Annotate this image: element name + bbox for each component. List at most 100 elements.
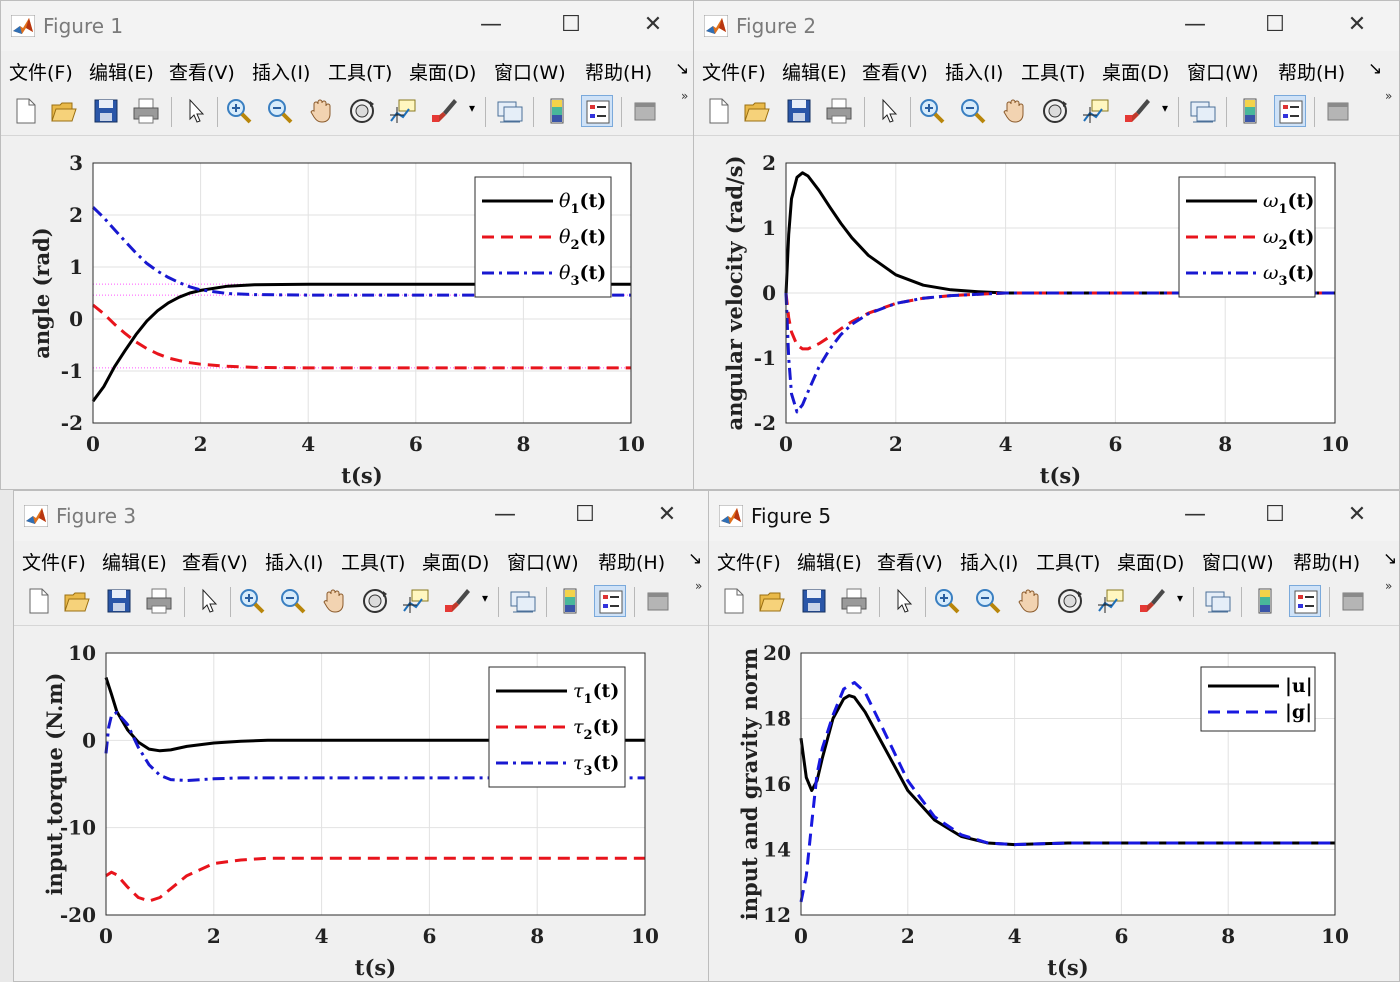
menu-item-7[interactable]: 帮助(H) bbox=[585, 62, 653, 84]
close-button[interactable]: ✕ bbox=[1347, 12, 1367, 37]
close-button[interactable]: ✕ bbox=[657, 502, 677, 527]
maximize-button[interactable]: ☐ bbox=[561, 12, 581, 37]
menu-overflow-arrow-icon[interactable]: ↘ bbox=[675, 59, 690, 79]
zoom-out-button[interactable] bbox=[264, 95, 296, 127]
new-figure-button[interactable] bbox=[22, 585, 54, 617]
series-line-3[interactable] bbox=[104, 710, 645, 782]
new-figure-button[interactable] bbox=[9, 95, 41, 127]
print-button[interactable] bbox=[130, 95, 162, 127]
pointer-button[interactable] bbox=[179, 95, 211, 127]
print-button[interactable] bbox=[838, 585, 870, 617]
toolbar-overflow-icon[interactable]: » bbox=[1385, 579, 1393, 593]
menu-item-3[interactable]: 插入(I) bbox=[252, 62, 311, 84]
figure-window-5[interactable]: Figure 5 — ☐ ✕ 文件(F) 编辑(E) 查看(V) 插入(I) 工具(T) 桌面(D… bbox=[708, 490, 1400, 982]
title-bar[interactable]: Figure 1 — ☐ ✕ bbox=[1, 1, 695, 51]
menu-item-2[interactable]: 查看(V) bbox=[182, 552, 248, 574]
minimize-button[interactable]: — bbox=[1184, 502, 1206, 527]
brush-dropdown-icon[interactable]: ▾ bbox=[469, 101, 476, 115]
open-file-button[interactable] bbox=[61, 585, 93, 617]
data-cursor-button[interactable] bbox=[400, 585, 432, 617]
series-line-3[interactable] bbox=[784, 291, 1335, 414]
menu-item-3[interactable]: 插入(I) bbox=[960, 552, 1019, 574]
zoom-out-button[interactable] bbox=[957, 95, 989, 127]
zoom-in-button[interactable] bbox=[223, 95, 255, 127]
brush-button[interactable] bbox=[1137, 585, 1169, 617]
data-cursor-button[interactable] bbox=[387, 95, 419, 127]
zoom-out-button[interactable] bbox=[972, 585, 1004, 617]
menu-item-4[interactable]: 工具(T) bbox=[1021, 62, 1086, 84]
menu-item-5[interactable]: 桌面(D) bbox=[422, 552, 490, 574]
pan-hand-button[interactable] bbox=[998, 95, 1030, 127]
brush-button[interactable] bbox=[429, 95, 461, 127]
brush-button[interactable] bbox=[442, 585, 474, 617]
brush-dropdown-icon[interactable]: ▾ bbox=[1162, 101, 1169, 115]
title-bar[interactable]: Figure 5 — ☐ ✕ bbox=[709, 491, 1399, 541]
rotate-3d-button[interactable] bbox=[346, 95, 378, 127]
brush-dropdown-icon[interactable]: ▾ bbox=[1177, 591, 1184, 605]
pointer-button[interactable] bbox=[872, 95, 904, 127]
link-plot-button[interactable] bbox=[494, 95, 526, 127]
save-button[interactable] bbox=[783, 95, 815, 127]
hide-plot-tools-button[interactable] bbox=[642, 585, 674, 617]
hide-plot-tools-button[interactable] bbox=[629, 95, 661, 127]
menu-item-3[interactable]: 插入(I) bbox=[945, 62, 1004, 84]
menu-item-6[interactable]: 窗口(W) bbox=[1187, 62, 1259, 84]
menu-item-6[interactable]: 窗口(W) bbox=[494, 62, 566, 84]
menu-overflow-arrow-icon[interactable]: ↘ bbox=[1368, 59, 1383, 79]
pan-hand-button[interactable] bbox=[305, 95, 337, 127]
rotate-3d-button[interactable] bbox=[359, 585, 391, 617]
save-button[interactable] bbox=[90, 95, 122, 127]
figure-window-1[interactable]: Figure 1 — ☐ ✕ 文件(F) 编辑(E) 查看(V) 插入(I) 工具(T) 桌面(D… bbox=[0, 0, 696, 490]
menu-item-3[interactable]: 插入(I) bbox=[265, 552, 324, 574]
pan-hand-button[interactable] bbox=[318, 585, 350, 617]
new-figure-button[interactable] bbox=[702, 95, 734, 127]
legend-button[interactable] bbox=[594, 585, 626, 617]
menu-item-6[interactable]: 窗口(W) bbox=[1202, 552, 1274, 574]
menu-item-0[interactable]: 文件(F) bbox=[702, 62, 766, 84]
series-line-2[interactable] bbox=[92, 303, 631, 370]
hide-plot-tools-button[interactable] bbox=[1322, 95, 1354, 127]
link-plot-button[interactable] bbox=[1187, 95, 1219, 127]
toolbar-overflow-icon[interactable]: » bbox=[695, 579, 703, 593]
menu-overflow-arrow-icon[interactable]: ↘ bbox=[1383, 549, 1398, 569]
menu-item-1[interactable]: 编辑(E) bbox=[89, 62, 154, 84]
menu-item-1[interactable]: 编辑(E) bbox=[797, 552, 862, 574]
toolbar-overflow-icon[interactable]: » bbox=[1385, 89, 1393, 103]
menu-item-4[interactable]: 工具(T) bbox=[341, 552, 406, 574]
brush-button[interactable] bbox=[1122, 95, 1154, 127]
menu-item-7[interactable]: 帮助(H) bbox=[1278, 62, 1346, 84]
pointer-button[interactable] bbox=[192, 585, 224, 617]
title-bar[interactable]: Figure 3 — ☐ ✕ bbox=[14, 491, 709, 541]
menu-item-7[interactable]: 帮助(H) bbox=[1293, 552, 1361, 574]
menu-item-2[interactable]: 查看(V) bbox=[877, 552, 943, 574]
menu-item-1[interactable]: 编辑(E) bbox=[102, 552, 167, 574]
open-file-button[interactable] bbox=[48, 95, 80, 127]
save-button[interactable] bbox=[798, 585, 830, 617]
series-line-2[interactable] bbox=[105, 856, 645, 903]
menu-overflow-arrow-icon[interactable]: ↘ bbox=[688, 549, 703, 569]
zoom-in-button[interactable] bbox=[916, 95, 948, 127]
menu-item-7[interactable]: 帮助(H) bbox=[598, 552, 666, 574]
hide-plot-tools-button[interactable] bbox=[1337, 585, 1369, 617]
data-cursor-button[interactable] bbox=[1080, 95, 1112, 127]
brush-dropdown-icon[interactable]: ▾ bbox=[482, 591, 489, 605]
colorbar-button[interactable] bbox=[541, 95, 573, 127]
pan-hand-button[interactable] bbox=[1013, 585, 1045, 617]
legend-button[interactable] bbox=[1274, 95, 1306, 127]
rotate-3d-button[interactable] bbox=[1054, 585, 1086, 617]
figure-window-3[interactable]: Figure 3 — ☐ ✕ 文件(F) 编辑(E) 查看(V) 插入(I) 工具(T) 桌面(D… bbox=[13, 490, 710, 982]
toolbar-overflow-icon[interactable]: » bbox=[681, 89, 689, 103]
colorbar-button[interactable] bbox=[1234, 95, 1266, 127]
menu-item-4[interactable]: 工具(T) bbox=[328, 62, 393, 84]
menu-item-0[interactable]: 文件(F) bbox=[22, 552, 86, 574]
figure-window-2[interactable]: Figure 2 — ☐ ✕ 文件(F) 编辑(E) 查看(V) 插入(I) 工具(T) 桌面(D… bbox=[693, 0, 1400, 490]
menu-item-0[interactable]: 文件(F) bbox=[9, 62, 73, 84]
menu-item-4[interactable]: 工具(T) bbox=[1036, 552, 1101, 574]
close-button[interactable]: ✕ bbox=[1347, 502, 1367, 527]
zoom-in-button[interactable] bbox=[236, 585, 268, 617]
menu-item-6[interactable]: 窗口(W) bbox=[507, 552, 579, 574]
legend[interactable] bbox=[1200, 666, 1316, 732]
menu-item-5[interactable]: 桌面(D) bbox=[1102, 62, 1170, 84]
legend-button[interactable] bbox=[1289, 585, 1321, 617]
series-line-1[interactable] bbox=[91, 282, 631, 403]
